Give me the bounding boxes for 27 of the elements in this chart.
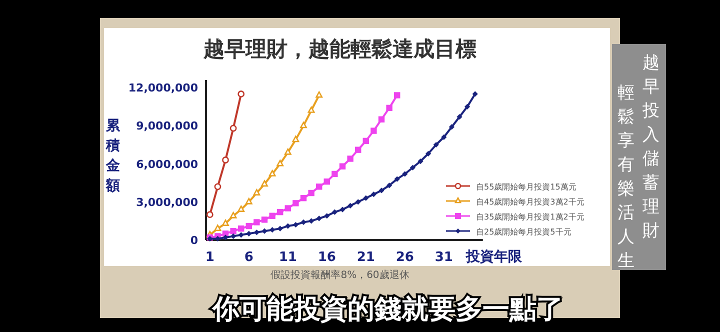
y-tick-label: 12,000,000 <box>128 82 198 95</box>
legend-label: 自45歲開始每月投資3萬2千元 <box>476 198 584 206</box>
x-tick-label: 26 <box>396 250 414 265</box>
x-tick-label: 1 <box>205 250 214 265</box>
text: 越早投入儲蓄理財 <box>642 53 660 241</box>
y-axis-title: 累積金額 <box>105 118 121 194</box>
text: 你可能投資的錢就要多一點了 <box>212 294 564 325</box>
y-tick-label: 3,000,000 <box>136 196 198 209</box>
text: 輕鬆享有樂活人生 <box>618 83 634 271</box>
legend-label: 自25歲開始每月投資5千元 <box>476 228 572 236</box>
y-tick-label: 9,000,000 <box>136 120 198 133</box>
legend: 自45歲開始每月投資3萬2千元 <box>446 196 584 206</box>
legend: 自55歲開始每月投資15萬元 <box>446 182 576 192</box>
x-tick-label: 31 <box>434 250 453 265</box>
legend: 自35歲開始每月投資1萬2千元 <box>446 212 584 222</box>
x-tick-label: 21 <box>356 250 375 265</box>
x-tick-label: 16 <box>318 250 336 265</box>
legend: 自25歲開始每月投資5千元 <box>446 228 572 236</box>
chart-title: 越早理財，越能輕鬆達成目標 <box>202 37 476 61</box>
x-tick-label: 11 <box>278 250 297 265</box>
legend-label: 自55歲開始每月投資15萬元 <box>476 182 576 192</box>
text: 假設投資報酬率8%，60歲退休 <box>270 269 410 281</box>
y-tick-label: 6,000,000 <box>136 158 198 171</box>
x-tick-label: 6 <box>244 250 254 265</box>
x-axis-title: 投資年限 <box>465 249 523 265</box>
legend-label: 自35歲開始每月投資1萬2千元 <box>476 212 584 222</box>
y-tick-label: 0 <box>190 234 198 247</box>
